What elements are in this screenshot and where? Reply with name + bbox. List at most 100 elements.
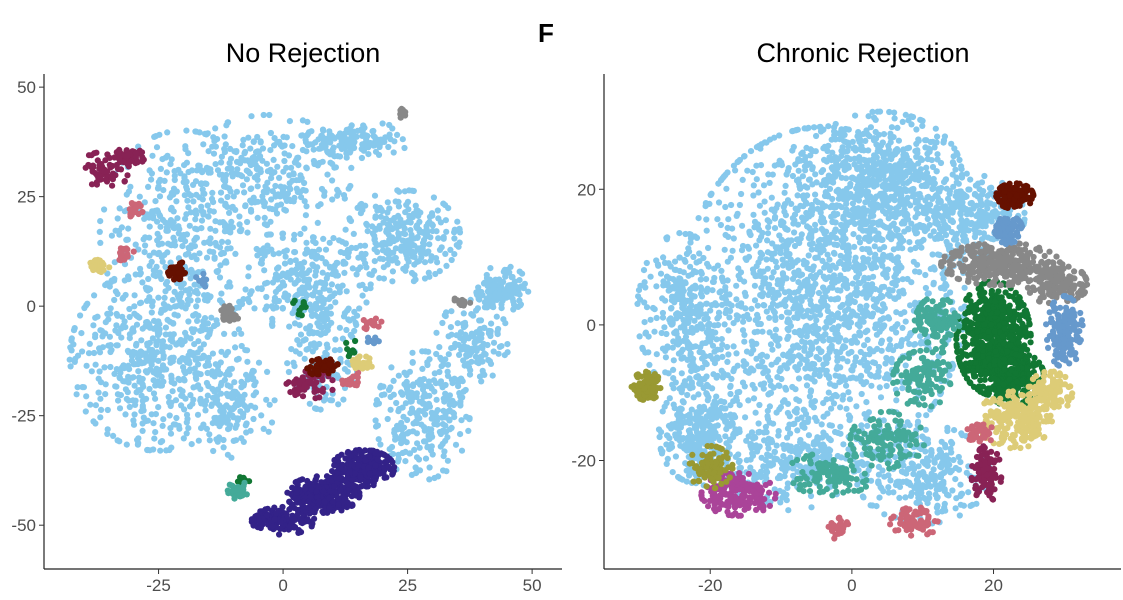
scatter-point: [168, 242, 175, 249]
scatter-point: [506, 282, 513, 289]
scatter-point: [312, 272, 319, 279]
scatter-point: [195, 361, 202, 368]
scatter-point: [388, 443, 396, 451]
scatter-point: [227, 383, 234, 390]
scatter-point: [117, 392, 124, 399]
scatter-point: [320, 488, 327, 495]
scatter-point: [496, 343, 503, 350]
scatter-point: [88, 263, 95, 270]
scatter-point: [303, 276, 310, 283]
scatter-point: [188, 167, 196, 174]
scatter-point: [162, 219, 169, 226]
scatter-point: [137, 386, 144, 394]
scatter-point: [940, 275, 947, 282]
scatter-point: [159, 258, 166, 265]
scatter-point: [436, 246, 444, 253]
scatter-point: [769, 346, 776, 353]
scatter-point: [702, 200, 710, 207]
scatter-point: [790, 220, 797, 227]
scatter-point: [334, 272, 341, 279]
scatter-point: [122, 411, 129, 418]
scatter-point: [332, 299, 339, 306]
scatter-point: [299, 269, 306, 276]
scatter-point: [456, 351, 463, 358]
scatter-point: [479, 358, 486, 365]
scatter-point: [328, 397, 336, 404]
scatter-point: [91, 150, 98, 157]
scatter-point: [162, 288, 169, 295]
scatter-point: [190, 312, 197, 319]
scatter-point: [717, 221, 725, 229]
scatter-point: [277, 525, 284, 533]
scatter-point: [785, 316, 792, 323]
scatter-point: [210, 447, 217, 455]
scatter-point: [98, 161, 105, 168]
scatter-point: [168, 156, 175, 163]
scatter-point: [763, 256, 770, 263]
scatter-point: [204, 213, 212, 220]
scatter-point: [291, 249, 298, 256]
scatter-point: [353, 271, 360, 278]
scatter-point: [902, 318, 909, 325]
scatter-point: [268, 303, 275, 310]
scatter-point: [481, 324, 488, 331]
panel-letter: F: [538, 18, 554, 48]
scatter-point: [316, 159, 323, 167]
scatter-point: [410, 420, 417, 427]
scatter-point: [146, 385, 153, 393]
scatter-point: [243, 176, 250, 183]
scatter-point: [163, 224, 170, 231]
scatter-point: [200, 421, 207, 428]
scatter-point: [308, 486, 315, 493]
scatter-point: [194, 290, 201, 297]
scatter-point: [284, 360, 291, 367]
scatter-point: [768, 194, 775, 201]
scatter-point: [238, 384, 245, 391]
scatter-point: [218, 159, 225, 166]
scatter-point: [234, 415, 241, 422]
scatter-point: [83, 362, 90, 369]
scatter-point: [92, 361, 99, 368]
scatter-point: [179, 234, 186, 241]
scatter-point: [306, 330, 313, 337]
scatter-point: [377, 136, 384, 143]
scatter-point: [309, 520, 316, 527]
scatter-point: [294, 154, 301, 161]
scatter-point: [830, 400, 838, 407]
scatter-point: [455, 383, 462, 390]
scatter-point: [182, 357, 189, 364]
scatter-point: [806, 225, 813, 232]
scatter-point: [792, 161, 799, 168]
scatter-point: [375, 323, 382, 330]
scatter-point: [162, 280, 170, 287]
scatter-point: [328, 134, 335, 141]
scatter-point: [237, 400, 244, 408]
scatter-point: [272, 182, 279, 190]
scatter-point: [290, 299, 297, 306]
scatter-point: [242, 422, 249, 429]
scatter-point: [271, 294, 279, 301]
scatter-point: [484, 341, 491, 349]
scatter-point: [401, 144, 408, 152]
scatter-point: [217, 407, 224, 414]
scatter-point: [152, 198, 159, 205]
scatter-point: [424, 359, 431, 366]
scatter-point: [74, 352, 82, 359]
x-tick-label: 0: [278, 576, 287, 595]
scatter-point: [476, 317, 483, 324]
scatter-point: [312, 239, 319, 247]
scatter-point: [119, 313, 126, 320]
scatter-point: [131, 382, 138, 389]
scatter-point: [116, 154, 123, 161]
scatter-point: [320, 235, 327, 242]
scatter-point: [440, 395, 447, 402]
scatter-point: [733, 350, 740, 357]
scatter-point: [348, 164, 355, 171]
scatter-point: [140, 236, 147, 243]
scatter-point: [363, 220, 370, 227]
scatter-point: [479, 292, 486, 299]
scatter-point: [223, 390, 230, 397]
scatter-point: [399, 431, 406, 438]
scatter-point: [185, 245, 193, 252]
scatter-point: [185, 425, 192, 432]
